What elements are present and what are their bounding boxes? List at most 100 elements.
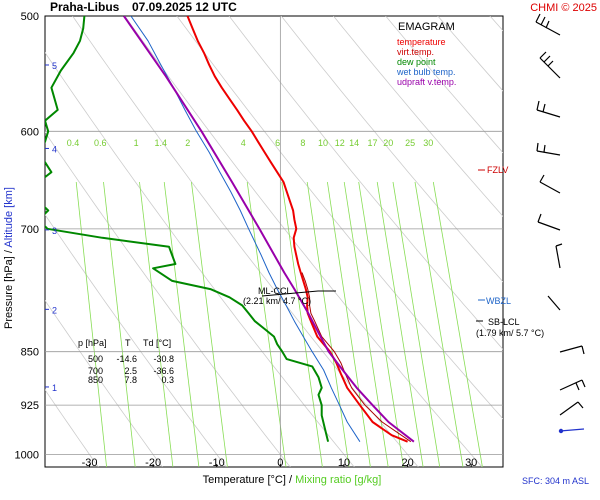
legend-item-dew-point: dew point bbox=[397, 57, 436, 67]
mixing-ratio-label: 1.4 bbox=[154, 138, 167, 148]
wind-barb-icon bbox=[536, 142, 561, 156]
x-axis-separator: / bbox=[289, 474, 293, 486]
wind-barb-icon bbox=[547, 295, 561, 311]
mixing-ratio-line bbox=[432, 181, 483, 467]
x-axis-temperature-label: Temperature [°C] bbox=[203, 474, 286, 486]
svg-text:Pressure [hPa] /: Pressure [hPa] / Altitude [km] bbox=[3, 187, 15, 329]
y-tick-label: 600 bbox=[21, 126, 39, 138]
dry-adiabat bbox=[228, 16, 503, 350]
updraft-vtemp-line bbox=[123, 16, 415, 443]
legend-item-temperature: temperature bbox=[397, 37, 446, 47]
sb-lcl-label: SB-LCL bbox=[488, 317, 520, 327]
mixing-ratio-label: 0.4 bbox=[67, 138, 80, 148]
legend-title: EMAGRAM bbox=[398, 21, 455, 33]
mixing-ratio-label: 25 bbox=[405, 138, 415, 148]
mixing-ratio-label: 6 bbox=[275, 138, 280, 148]
mixing-ratio-line bbox=[376, 181, 424, 467]
dry-adiabat bbox=[45, 51, 355, 467]
x-tick-label: 10 bbox=[338, 457, 350, 469]
wind-barb-icon bbox=[559, 401, 584, 416]
fzlv-label: FZLV bbox=[487, 165, 508, 175]
copyright-label: CHMI © 2025 bbox=[530, 2, 597, 14]
table-cell: -36.6 bbox=[153, 366, 174, 376]
wind-barbs bbox=[535, 13, 586, 434]
mixing-ratio-label: 30 bbox=[423, 138, 433, 148]
mixing-ratio-line bbox=[103, 181, 136, 467]
wet-bulb-line bbox=[130, 16, 361, 442]
y-axis-separator: / bbox=[3, 249, 15, 253]
mixing-ratio-label: 14 bbox=[349, 138, 359, 148]
wind-barb-icon bbox=[558, 428, 585, 434]
legend-item-updraft: udpraft v.temp. bbox=[397, 77, 456, 87]
altitude-tick-label: 4 bbox=[52, 144, 57, 154]
mixing-ratio-label: 20 bbox=[383, 138, 393, 148]
x-tick-label: 20 bbox=[401, 457, 413, 469]
y-tick-label: 700 bbox=[21, 224, 39, 236]
dry-adiabat bbox=[333, 16, 503, 217]
surface-elevation-note: SFC: 304 m ASL bbox=[522, 476, 589, 486]
x-tick-label: -30 bbox=[82, 457, 98, 469]
ml-ccl-label: ML-CCL bbox=[258, 286, 292, 296]
mixing-ratio-line bbox=[246, 181, 287, 467]
dry-adiabat bbox=[45, 389, 99, 467]
wind-barb-icon bbox=[537, 213, 561, 231]
mixing-ratio-label: 8 bbox=[300, 138, 305, 148]
mixing-ratio-label: 12 bbox=[335, 138, 345, 148]
level-annotations: FZLV WBZL SB-LCL (1.79 km/ 5.7 °C) ML-CC… bbox=[243, 165, 544, 338]
wind-barb-icon bbox=[559, 379, 586, 391]
x-tick-label: -10 bbox=[209, 457, 225, 469]
table-header-td: Td [°C] bbox=[143, 338, 171, 348]
dry-adiabat bbox=[176, 16, 503, 420]
table-cell: 7.8 bbox=[124, 375, 137, 385]
dry-adiabat bbox=[45, 299, 163, 467]
mixing-ratio-line bbox=[327, 181, 371, 467]
mixing-ratio-line bbox=[358, 181, 404, 467]
x-axis-mixing-label: Mixing ratio [g/kg] bbox=[295, 474, 381, 486]
y-axis-title: Pressure [hPa] / Altitude [km] bbox=[3, 187, 15, 329]
x-axis-title: Temperature [°C] / Mixing ratio [g/kg] bbox=[203, 474, 382, 486]
dry-adiabat bbox=[45, 214, 227, 467]
mixing-ratio-line bbox=[75, 181, 107, 467]
table-cell: -30.8 bbox=[153, 354, 174, 364]
dry-adiabat bbox=[542, 16, 600, 467]
legend: EMAGRAM temperature virt.temp. dew point… bbox=[396, 21, 456, 87]
table-header-t: T bbox=[125, 338, 131, 348]
table-cell: 850 bbox=[88, 375, 103, 385]
y-axis-pressure-label: Pressure [hPa] bbox=[3, 256, 15, 329]
dry-adiabat bbox=[594, 16, 600, 467]
mixing-ratio-label: 10 bbox=[318, 138, 328, 148]
wind-barb-icon bbox=[539, 174, 561, 194]
table-cell: 700 bbox=[88, 366, 103, 376]
altitude-tick-label: 5 bbox=[52, 61, 57, 71]
dry-adiabat bbox=[385, 16, 503, 154]
mixing-ratio-label: 17 bbox=[368, 138, 378, 148]
wind-barb-icon bbox=[539, 51, 561, 79]
dry-adiabat bbox=[124, 16, 483, 467]
station-name: Praha-Libus bbox=[50, 0, 120, 14]
dry-adiabat bbox=[45, 131, 291, 467]
table-cell: 500 bbox=[88, 354, 103, 364]
mixing-ratio-label: 4 bbox=[241, 138, 246, 148]
table-cell: 0.3 bbox=[161, 375, 174, 385]
mixing-ratio-line bbox=[306, 181, 350, 467]
wind-barb-icon bbox=[555, 243, 563, 269]
dry-adiabat bbox=[489, 16, 503, 32]
y-axis-altitude-label: Altitude [km] bbox=[3, 187, 15, 248]
altitude-tick-label: 1 bbox=[52, 383, 57, 393]
mixing-ratio-line bbox=[392, 181, 441, 467]
ml-ccl-detail: (2.21 km/ 4.7 °C) bbox=[243, 296, 311, 306]
sb-lcl-detail: (1.79 km/ 5.7 °C) bbox=[476, 328, 544, 338]
mixing-ratio-label: 2 bbox=[185, 138, 190, 148]
y-tick-label: 850 bbox=[21, 347, 39, 359]
x-tick-label: 0 bbox=[277, 457, 283, 469]
x-tick-label: 30 bbox=[465, 457, 477, 469]
y-tick-label: 1000 bbox=[15, 449, 39, 461]
ml-ccl-connector bbox=[261, 290, 319, 297]
legend-item-wet-bulb: wet bulb temp. bbox=[396, 67, 456, 77]
table-cell: -14.6 bbox=[116, 354, 137, 364]
table-header-p: p [hPa] bbox=[78, 338, 107, 348]
mixing-ratio-line bbox=[343, 181, 389, 467]
wbzl-label: WBZL bbox=[486, 296, 511, 306]
wind-barb-icon bbox=[559, 345, 585, 355]
